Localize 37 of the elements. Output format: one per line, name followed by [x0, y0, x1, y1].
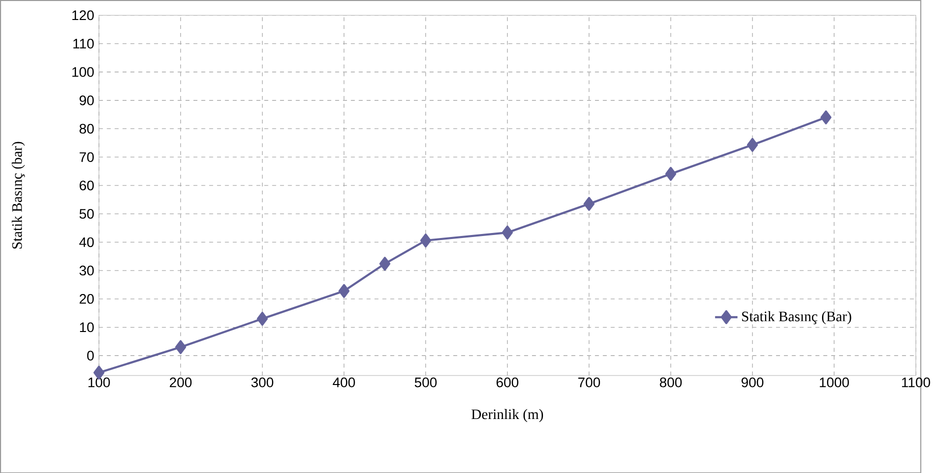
y-tick-label: 80	[80, 124, 94, 134]
y-tick-label: 70	[80, 152, 94, 162]
x-tick-label: 600	[496, 377, 518, 388]
x-tick-label: 300	[251, 377, 274, 388]
point	[338, 284, 350, 298]
point	[502, 225, 513, 240]
y-tick-label: 40	[79, 237, 94, 247]
y-tick-label: 60	[80, 180, 94, 190]
x-axis-title: Derinlik (m)	[472, 408, 544, 422]
x-tick-label: 200	[170, 377, 192, 388]
point	[584, 196, 595, 211]
y-tick-label: 30	[79, 265, 94, 276]
y-tick-label: 20	[80, 294, 94, 304]
point	[420, 233, 432, 248]
point	[820, 110, 832, 124]
point	[256, 312, 268, 326]
legend-label: Statik Basınç (Bar)	[742, 310, 852, 324]
point	[746, 138, 758, 152]
x-tick-label: 800	[660, 377, 682, 388]
y-tick-label: 110	[73, 38, 94, 48]
point	[175, 340, 186, 354]
y-tick-label: 0	[87, 350, 94, 360]
y-tick-label: 50	[80, 208, 94, 218]
y-tick-label: 90	[80, 95, 94, 106]
y-axis-title: Statik Basınç (bar)	[12, 142, 25, 248]
x-tick-label: 900	[742, 377, 764, 388]
x-tick-label: 100	[88, 377, 110, 388]
point	[665, 166, 676, 181]
x-tick-label: 1000	[820, 377, 849, 388]
point	[379, 256, 390, 270]
y-tick-label: 120	[72, 10, 94, 20]
x-tick-label: 500	[414, 377, 437, 388]
x-tick-label: 1100	[902, 377, 930, 388]
y-tick-label: 100	[72, 66, 94, 77]
x-tick-label: 400	[332, 377, 355, 388]
x-tick-label: 700	[578, 377, 600, 388]
y-tick-label: 10	[80, 322, 94, 332]
